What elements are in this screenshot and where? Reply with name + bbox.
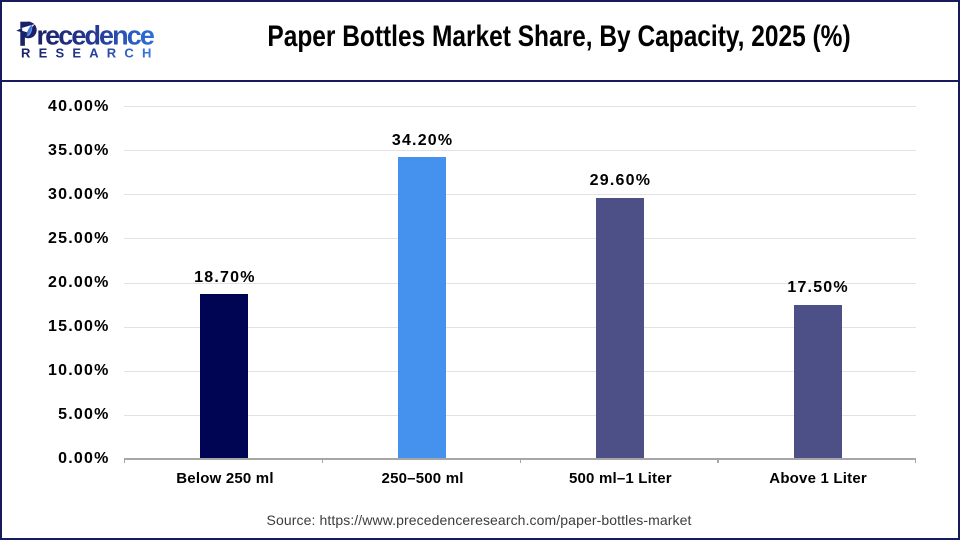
svg-text:RESEARCH: RESEARCH [21, 45, 160, 60]
svg-text:recedence: recedence [37, 20, 155, 50]
